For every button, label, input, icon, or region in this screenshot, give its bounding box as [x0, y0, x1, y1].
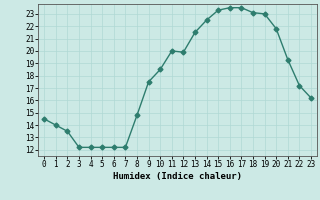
X-axis label: Humidex (Indice chaleur): Humidex (Indice chaleur): [113, 172, 242, 181]
